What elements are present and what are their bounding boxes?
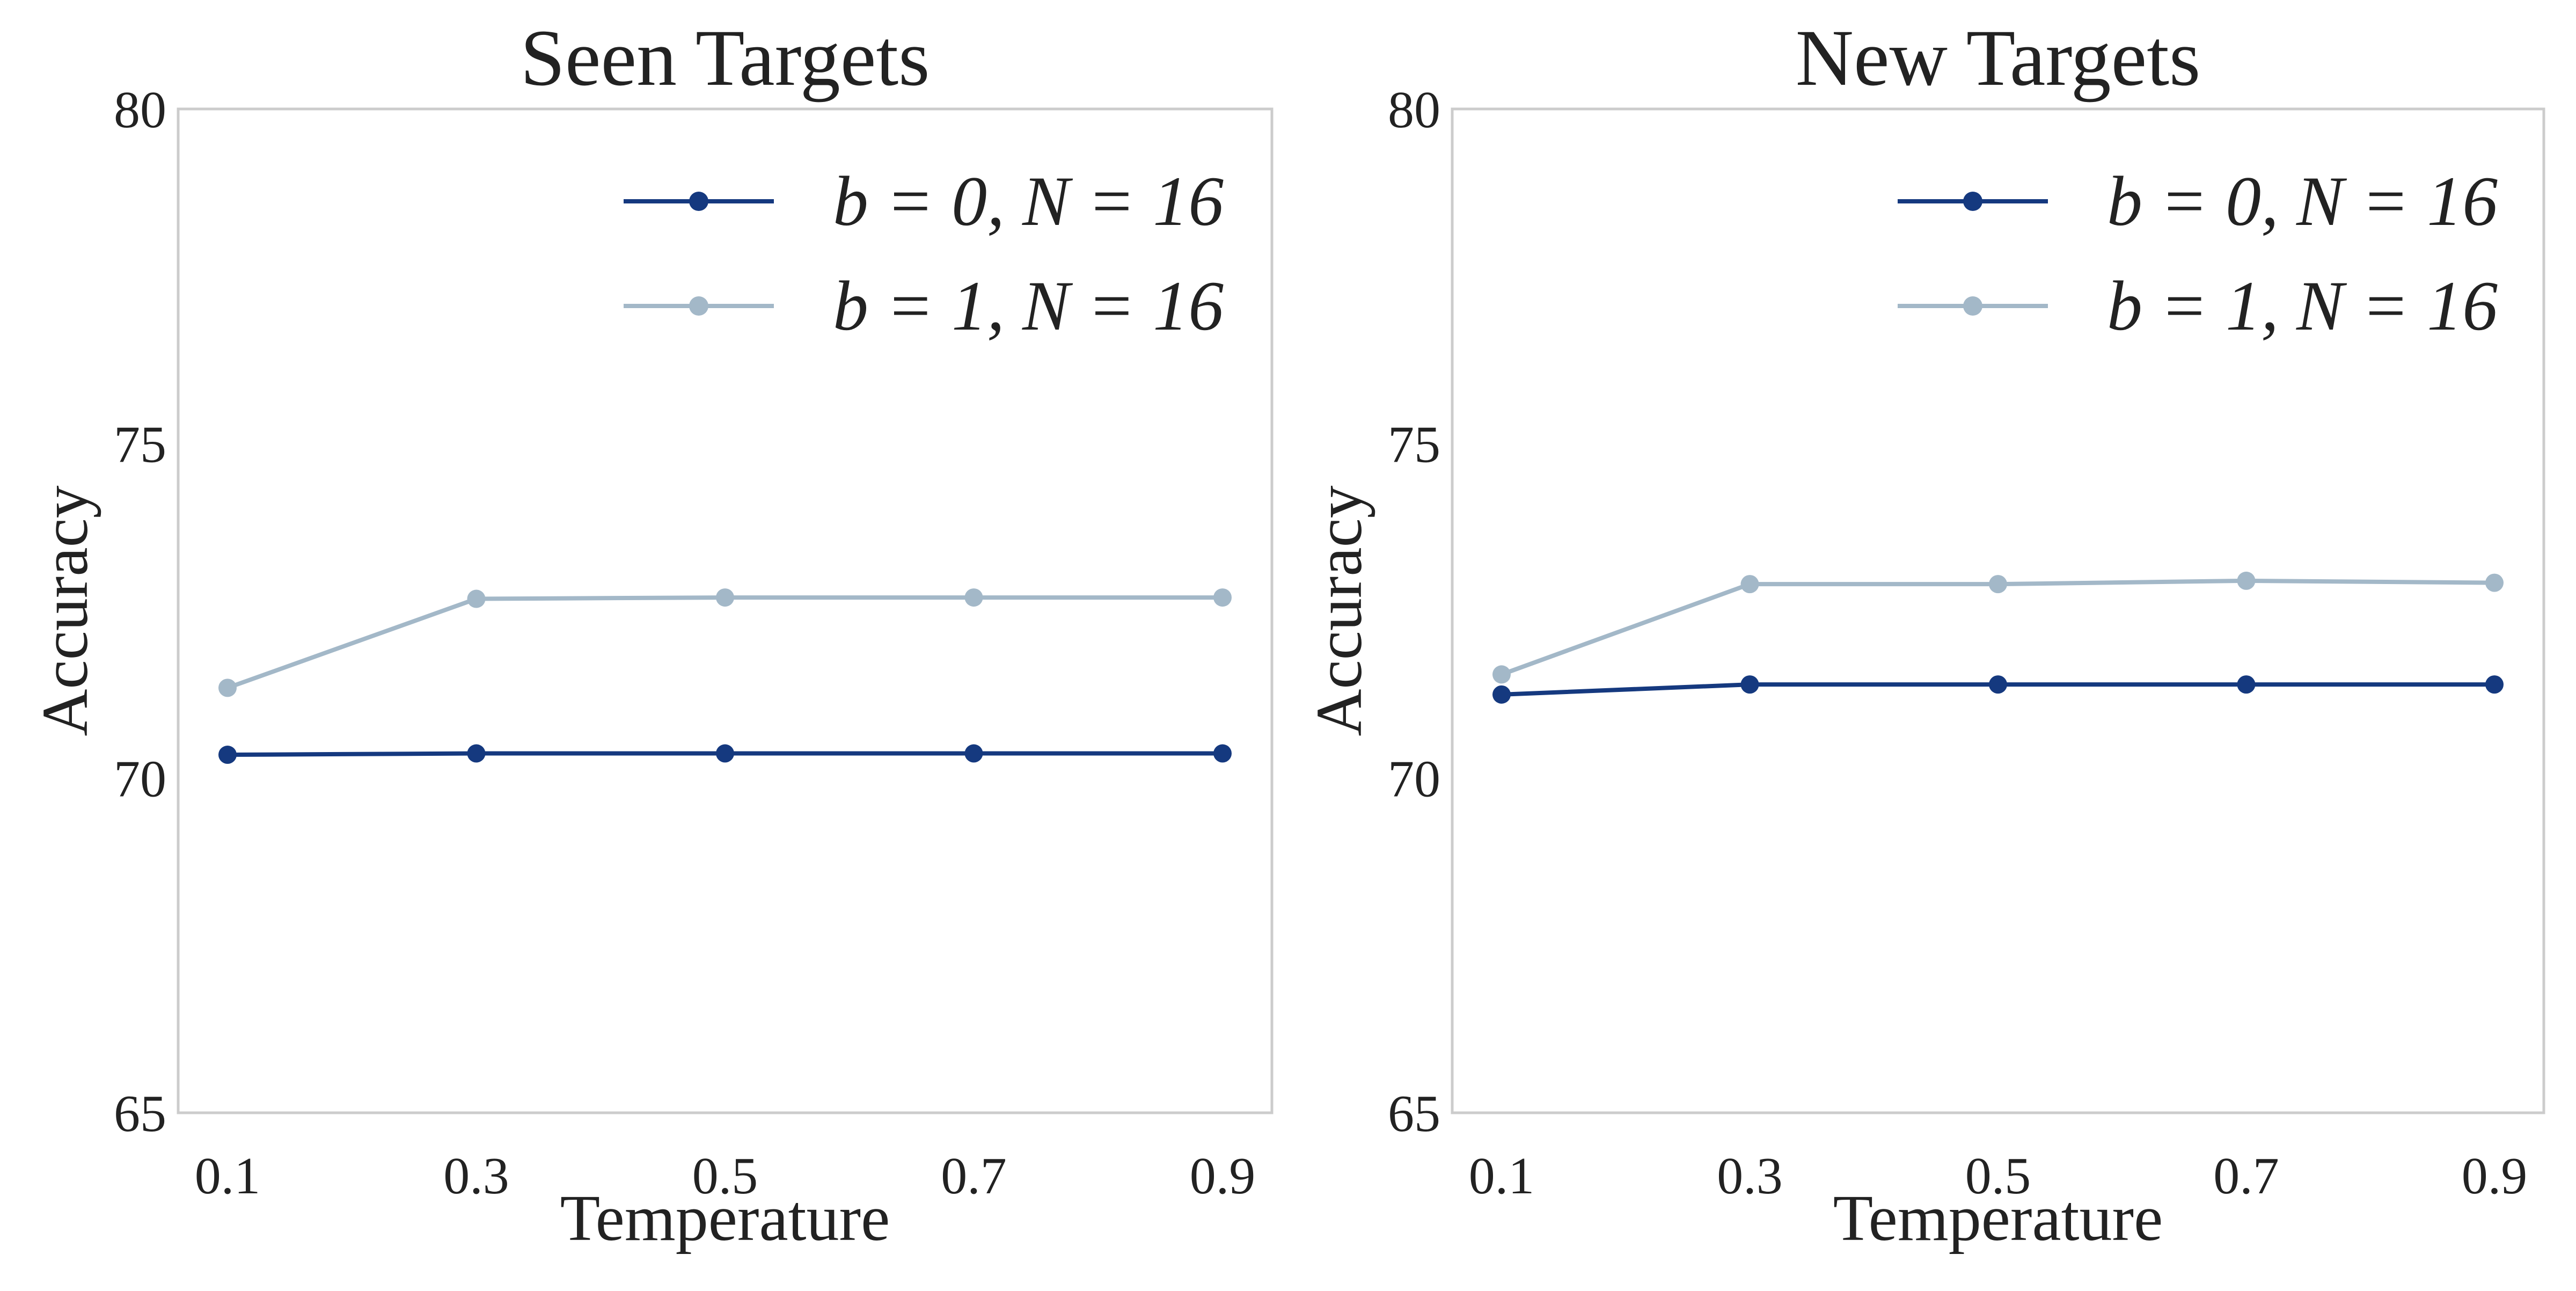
legend-marker — [689, 296, 708, 316]
legend: b = 0, N = 16 b = 1, N = 16 — [624, 162, 1224, 345]
data-point — [1740, 675, 1759, 694]
data-point — [964, 744, 983, 763]
legend: b = 0, N = 16 b = 1, N = 16 — [1898, 162, 2498, 345]
data-point — [2237, 571, 2256, 590]
y-axis-label: Accuracy — [29, 485, 101, 736]
y-tick-label: 80 — [1388, 81, 1440, 139]
x-tick-label: 0.7 — [941, 1147, 1007, 1205]
y-tick-label: 80 — [114, 81, 166, 139]
legend-marker — [1963, 296, 1982, 316]
y-axis-label: Accuracy — [1303, 485, 1375, 736]
y-tick-label: 75 — [1388, 415, 1440, 473]
data-point — [467, 744, 486, 763]
legend-label: b = 1, N = 16 — [2107, 266, 2498, 345]
data-point — [467, 589, 486, 608]
panel-1: Seen Targets 0.1 0.3 0.5 0.7 0.9 65 70 75 80 Tempe… — [29, 13, 1274, 1254]
x-tick-label: 0.5 — [692, 1147, 758, 1205]
x-tick-label: 0.9 — [2462, 1147, 2528, 1205]
data-point — [1213, 588, 1232, 607]
data-point — [218, 746, 237, 764]
x-tick-label: 0.1 — [1469, 1147, 1535, 1205]
chart-title: Seen Targets — [521, 13, 930, 103]
plot-frame — [177, 107, 1274, 1114]
x-axis-label: Temperature — [560, 1182, 890, 1254]
y-tick-label: 65 — [1388, 1085, 1440, 1143]
y-tick-label: 70 — [1388, 750, 1440, 808]
data-point — [964, 588, 983, 607]
y-tick-label: 65 — [114, 1085, 166, 1143]
data-point — [1989, 575, 2007, 594]
data-point — [1492, 665, 1511, 684]
data-point — [2485, 573, 2504, 592]
x-tick-label: 0.9 — [1190, 1147, 1256, 1205]
data-point — [2237, 675, 2256, 694]
x-tick-label: 0.5 — [1965, 1147, 2031, 1205]
x-tick-label: 0.3 — [1717, 1147, 1783, 1205]
data-point — [2485, 675, 2504, 694]
data-point — [1989, 675, 2007, 694]
legend-label: b = 0, N = 16 — [833, 162, 1224, 240]
chart-title: New Targets — [1796, 13, 2201, 103]
series-line-b1 — [1501, 578, 2495, 677]
data-point — [716, 744, 734, 763]
data-point — [1492, 685, 1511, 704]
legend-label: b = 0, N = 16 — [2107, 162, 2498, 240]
data-point — [716, 588, 734, 607]
y-tick-label: 70 — [114, 750, 166, 808]
x-tick-label: 0.1 — [195, 1147, 261, 1205]
data-point — [1213, 744, 1232, 763]
legend-marker — [1963, 192, 1982, 211]
data-point — [1740, 575, 1759, 594]
legend-label: b = 1, N = 16 — [833, 266, 1224, 345]
x-tick-label: 0.3 — [443, 1147, 509, 1205]
y-tick-label: 75 — [114, 415, 166, 473]
x-tick-label: 0.7 — [2213, 1147, 2279, 1205]
data-point — [218, 679, 237, 697]
plot-frame — [1451, 107, 2545, 1114]
legend-marker — [689, 192, 708, 211]
series-line-b1 — [226, 595, 1223, 690]
x-axis-label: Temperature — [1833, 1182, 2163, 1254]
panel-2: New Targets 0.1 0.3 0.5 0.7 0.9 65 70 75 80 Temper… — [1303, 13, 2545, 1254]
